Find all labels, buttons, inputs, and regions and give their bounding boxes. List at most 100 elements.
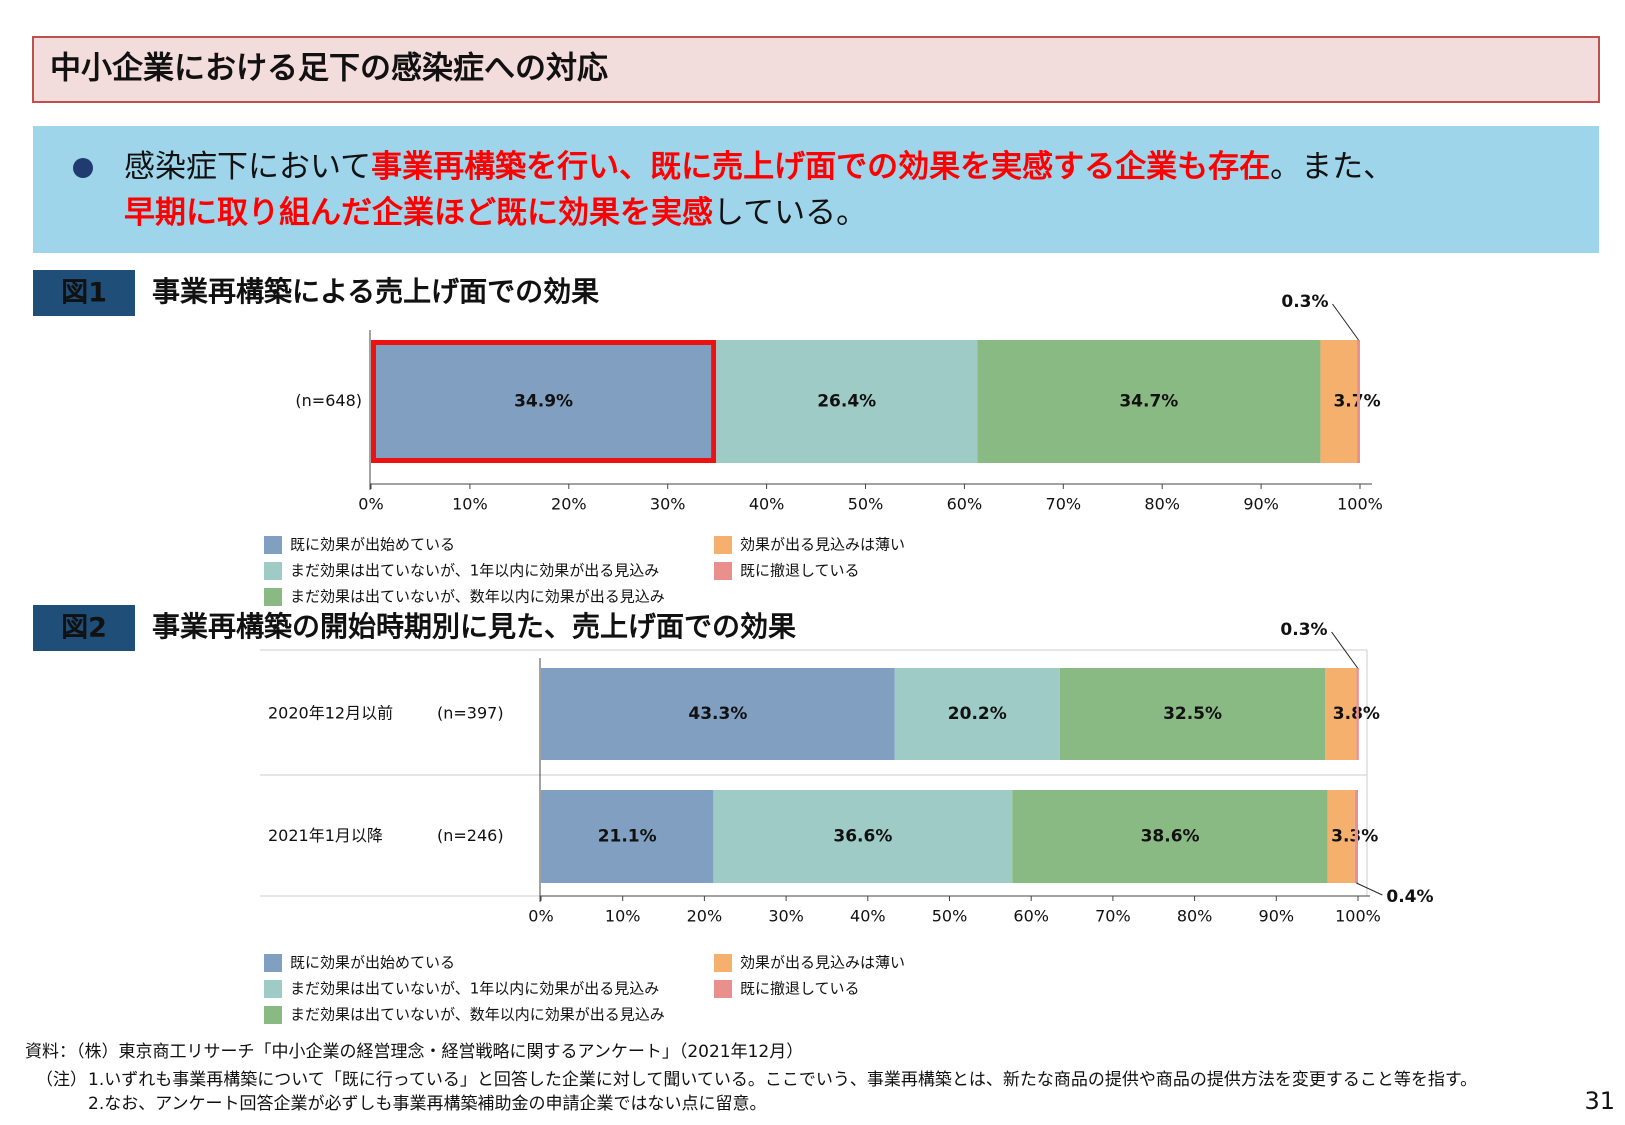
legend-label: まだ効果は出ていないが、1年以内に効果が出る見込み [290,980,659,998]
bar-segment [1325,668,1357,760]
summary-segment: 。また、 [1270,149,1394,185]
legend-swatch [264,588,282,606]
note: 1.いずれも事業再構築について「既に行っている」と回答した企業に対して聞いている… [88,1070,1477,1090]
x-tick-label: 70% [1046,495,1082,514]
legend-swatch [714,536,732,554]
value-label: 21.1% [598,827,657,847]
x-tick-label: 20% [687,907,723,926]
figure-label-box [33,605,135,651]
value-label: 43.3% [688,704,747,724]
chart-title: 事業再構築の開始時期別に見た、売上げ面での効果 [152,610,796,643]
value-label: 36.6% [833,827,892,847]
page-number: 31 [1584,1087,1615,1115]
value-label: 0.4% [1386,887,1433,907]
legend-swatch [264,954,282,972]
legend-label: 既に効果が出始めている [290,954,455,972]
legend-swatch [264,562,282,580]
bar-segment [977,340,1321,463]
summary-box [33,126,1599,253]
value-label: 0.3% [1281,292,1328,312]
x-tick-label: 0% [528,907,553,926]
x-tick-label: 10% [605,907,641,926]
legend-swatch [264,980,282,998]
figure-label: 図2 [61,613,107,644]
x-tick-label: 30% [768,907,804,926]
category-label: (n=648) [295,391,362,410]
category-label: 2021年1月以降 [268,826,383,845]
value-label: 38.6% [1141,827,1200,847]
bar-segment [1012,790,1328,883]
highlight-box [371,340,717,463]
x-tick-label: 100% [1335,907,1381,926]
x-tick-label: 40% [850,907,886,926]
summary-segment: している。 [713,195,867,231]
legend-swatch [264,536,282,554]
bar-segment [1327,790,1355,883]
bar-segment [1356,668,1359,760]
x-tick-label: 50% [848,495,884,514]
legend-label: 既に撤退している [740,562,860,580]
bar-segment [541,668,895,760]
bar-segment [1059,668,1326,760]
x-tick-label: 80% [1144,495,1180,514]
value-label: 32.5% [1163,704,1222,724]
legend-label: 効果が出る見込みは薄い [740,536,905,554]
x-tick-label: 100% [1337,495,1383,514]
x-tick-label: 40% [749,495,785,514]
n-label: (n=397) [437,704,504,723]
callout-line [1331,631,1358,669]
legend-label: まだ効果は出ていないが、1年以内に効果が出る見込み [290,562,659,580]
legend-swatch [264,1006,282,1024]
value-label: 34.7% [1119,392,1178,412]
value-label: 26.4% [817,392,876,412]
callout-line [1332,303,1359,341]
bar-segment [1320,340,1358,463]
summary-line: 早期に取り組んだ企業ほど既に効果を実感している。 [124,195,867,231]
x-tick-label: 10% [452,495,488,514]
bar-segment [371,340,717,463]
legend-label: 既に撤退している [740,980,860,998]
note: 2.なお、アンケート回答企業が必ずしも事業再構築補助金の申請企業ではない点に留意… [88,1094,767,1114]
header-box [32,36,1600,103]
legend-label: まだ効果は出ていないが、数年以内に効果が出る見込み [290,1006,665,1024]
x-tick-label: 60% [947,495,983,514]
figure-label-box [33,270,135,316]
x-tick-label: 50% [932,907,968,926]
bar-segment [541,790,714,883]
x-tick-label: 90% [1259,907,1295,926]
chart-title: 事業再構築による売上げ面での効果 [152,275,599,308]
legend-swatch [714,980,732,998]
x-tick-label: 70% [1095,907,1131,926]
x-tick-label: 30% [650,495,686,514]
x-tick-label: 0% [358,495,383,514]
legend-swatch [714,562,732,580]
bar-segment [1357,340,1360,463]
bar-segment [713,790,1013,883]
summary-segment: 早期に取り組んだ企業ほど既に効果を実感 [124,195,713,231]
x-tick-label: 20% [551,495,587,514]
value-label: 34.9% [514,392,573,412]
summary-line: 感染症下において事業再構築を行い、既に売上げ面での効果を実感する企業も存在。また… [124,149,1394,185]
n-label: (n=246) [437,826,504,845]
bar-segment [1354,790,1358,883]
value-label: 20.2% [948,704,1007,724]
bar-segment [894,668,1060,760]
source: 資料：（株）東京商工リサーチ「中小企業の経営理念・経営戦略に関するアンケート」（… [25,1041,803,1062]
summary-segment: 感染症下において [124,149,371,185]
value-label: 0.3% [1280,620,1327,640]
legend-swatch [714,954,732,972]
legend-label: 効果が出る見込みは薄い [740,954,905,972]
category-label: 2020年12月以前 [268,704,393,723]
x-tick-label: 60% [1013,907,1049,926]
notes-label: （注） [36,1070,87,1090]
bar-segment [716,340,978,463]
legend-label: 既に効果が出始めている [290,536,455,554]
figure-label: 図1 [61,278,107,309]
callout-line [1356,882,1383,896]
bullet [73,158,93,178]
x-tick-label: 90% [1243,495,1279,514]
summary-segment: 事業再構築を行い、既に売上げ面での効果を実感する企業も存在 [371,149,1270,185]
x-tick-label: 80% [1177,907,1213,926]
